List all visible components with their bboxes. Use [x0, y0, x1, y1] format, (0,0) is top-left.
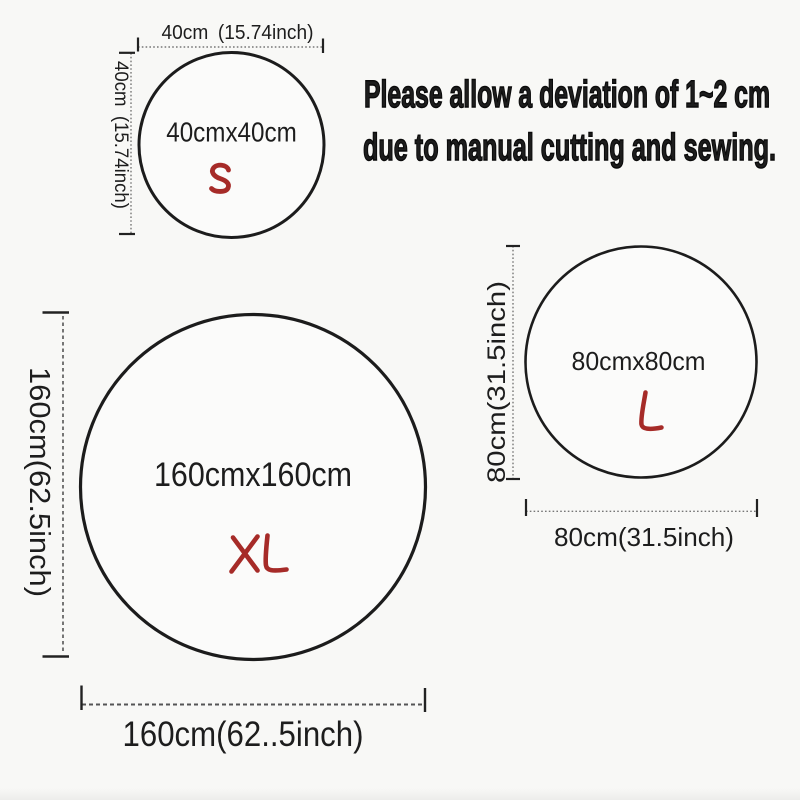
svg-text:80cm(31.5inch): 80cm(31.5inch)	[483, 281, 511, 483]
svg-text:80cm(31.5inch): 80cm(31.5inch)	[554, 522, 734, 552]
svg-text:160cmx160cm: 160cmx160cm	[154, 456, 352, 494]
svg-text:80cmx80cm: 80cmx80cm	[572, 346, 706, 376]
svg-text:40cm (15.74inch): 40cm (15.74inch)	[110, 61, 131, 209]
svg-text:40cm (15.74inch): 40cm (15.74inch)	[162, 22, 314, 44]
svg-text:160cm(62..5inch): 160cm(62..5inch)	[123, 715, 364, 754]
svg-text:160cm(62.5inch): 160cm(62.5inch)	[23, 367, 55, 597]
svg-text:40cmx40cm: 40cmx40cm	[166, 117, 297, 148]
svg-text:Please allow a deviation of 1~: Please allow a deviation of 1~2 cm	[364, 74, 770, 116]
svg-text:due to manual cutting and sewi: due to manual cutting and sewing.	[363, 127, 776, 169]
